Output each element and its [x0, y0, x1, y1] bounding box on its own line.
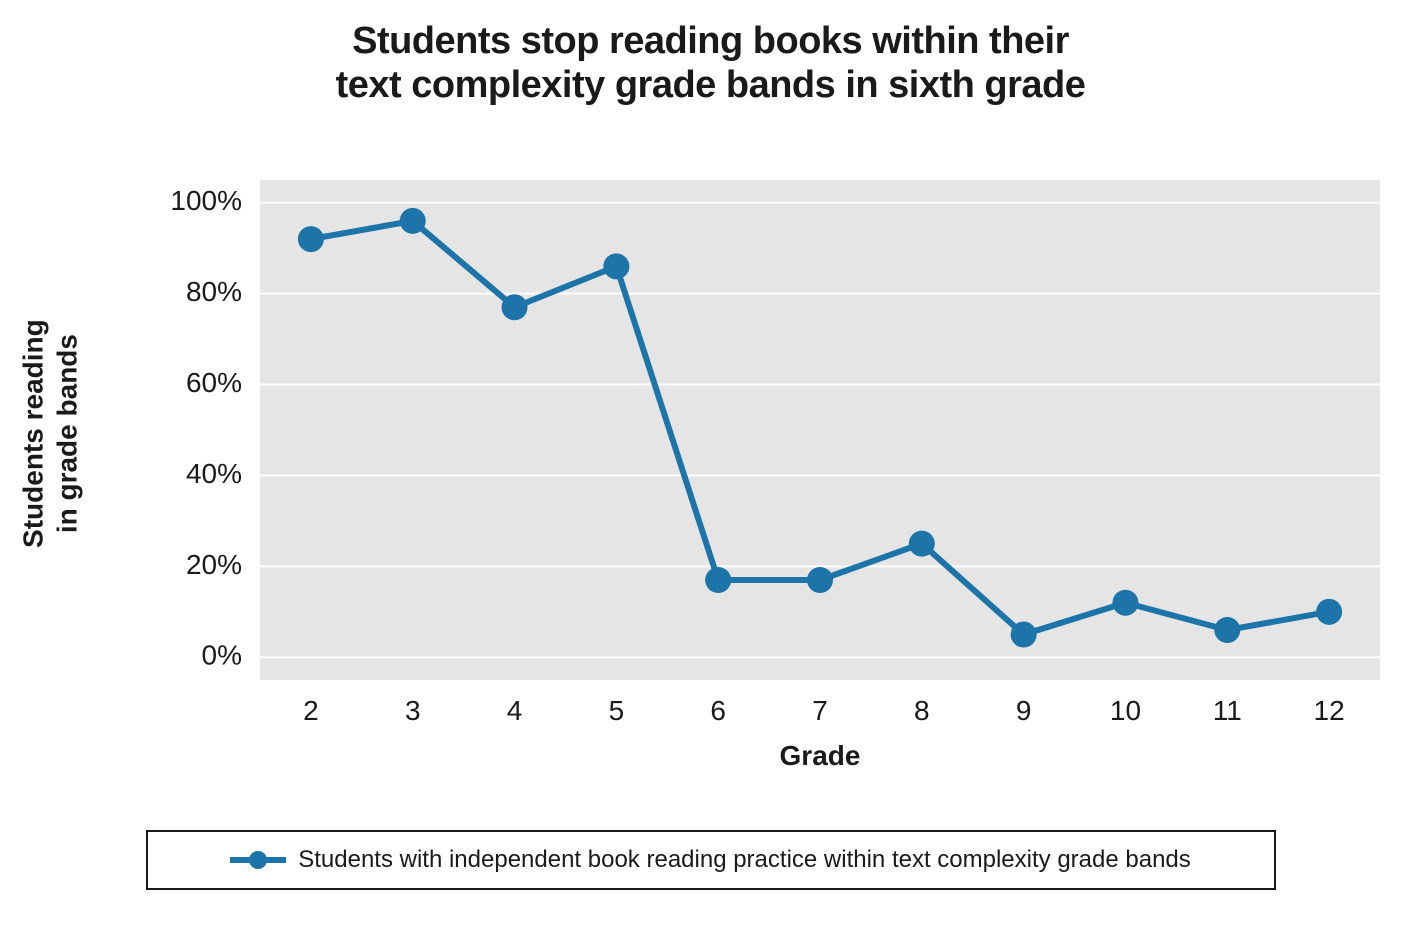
line-chart-svg: 0% 20% 40% 60% 80% 100% 2 3 4 5 6 7 8 9 10 11 12	[0, 0, 1421, 937]
svg-text:2: 2	[303, 695, 319, 726]
svg-text:40%: 40%	[186, 458, 242, 489]
svg-text:0%: 0%	[202, 640, 242, 671]
legend: Students with independent book reading p…	[146, 830, 1276, 890]
svg-text:10: 10	[1110, 695, 1141, 726]
svg-text:12: 12	[1314, 695, 1345, 726]
svg-text:5: 5	[609, 695, 625, 726]
svg-text:4: 4	[507, 695, 523, 726]
svg-text:7: 7	[812, 695, 828, 726]
svg-text:60%: 60%	[186, 367, 242, 398]
svg-text:11: 11	[1213, 695, 1242, 726]
legend-label: Students with independent book reading p…	[298, 846, 1191, 874]
chart-page: Students stop reading books within their…	[0, 0, 1421, 937]
svg-text:9: 9	[1016, 695, 1032, 726]
svg-text:8: 8	[914, 695, 930, 726]
legend-marker-icon	[230, 850, 286, 870]
x-axis-label: Grade	[260, 740, 1380, 772]
svg-text:80%: 80%	[186, 276, 242, 307]
svg-text:6: 6	[710, 695, 726, 726]
svg-text:20%: 20%	[186, 549, 242, 580]
svg-text:3: 3	[405, 695, 421, 726]
svg-text:100%: 100%	[170, 185, 242, 216]
